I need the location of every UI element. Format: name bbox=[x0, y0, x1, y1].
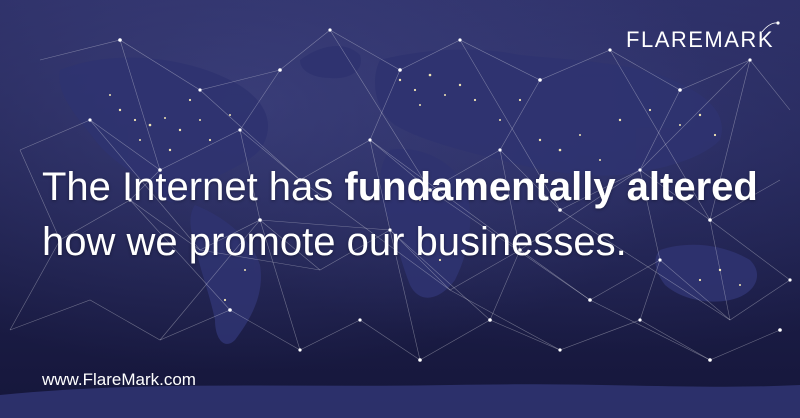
headline-line-1: The Internet has fundamentally altered bbox=[42, 160, 758, 215]
website-url[interactable]: www.FlareMark.com bbox=[42, 370, 196, 389]
headline-line-2: how we promote our businesses. bbox=[42, 220, 627, 264]
brand-logo: FLAREMARK bbox=[626, 27, 774, 52]
headline-emphasis: fundamentally altered bbox=[344, 165, 758, 209]
sparkle-icon bbox=[761, 21, 780, 33]
headline-part-1: The Internet has bbox=[42, 165, 345, 209]
headline: The Internet has fundamentally altered h… bbox=[42, 160, 758, 270]
